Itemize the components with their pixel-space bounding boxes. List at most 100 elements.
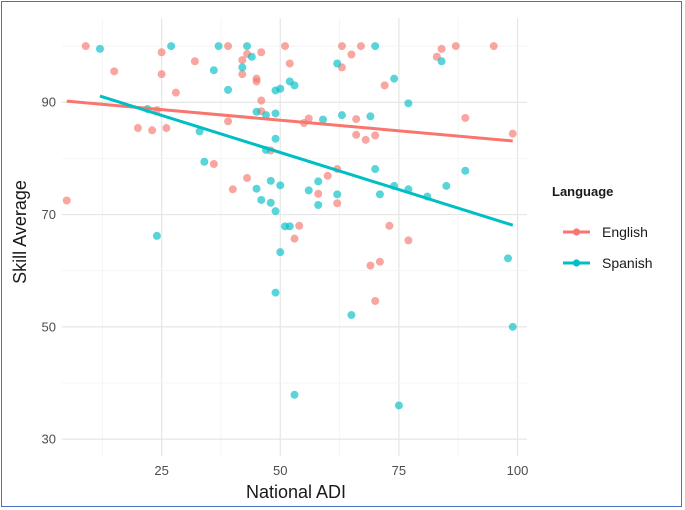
english-point xyxy=(352,115,361,124)
english-point xyxy=(385,221,394,230)
spanish-point xyxy=(390,74,399,83)
english-point xyxy=(461,113,470,122)
spanish-point xyxy=(333,190,342,199)
english-point xyxy=(285,59,294,68)
y-axis-title: Skill Average xyxy=(10,180,30,284)
spanish-point xyxy=(257,195,266,204)
x-tick-label: 100 xyxy=(507,463,529,478)
english-point xyxy=(243,174,252,183)
y-tick-label: 30 xyxy=(42,432,56,447)
spanish-point xyxy=(266,198,275,207)
spanish-point xyxy=(290,81,299,90)
english-point xyxy=(508,129,517,138)
spanish-point xyxy=(366,112,375,121)
legend: Language English Spanish xyxy=(552,184,653,271)
english-point xyxy=(304,114,313,123)
english-point xyxy=(361,135,370,144)
spanish-point xyxy=(371,165,380,174)
spanish-legend-dot xyxy=(572,259,581,267)
spanish-point xyxy=(271,109,280,118)
english-point xyxy=(451,42,460,51)
spanish-point xyxy=(375,190,384,199)
spanish-point xyxy=(252,184,261,193)
x-tick-labels: 25 50 75 100 xyxy=(154,463,528,478)
spanish-point xyxy=(195,127,204,136)
english-point xyxy=(171,88,180,97)
english-point xyxy=(252,74,261,83)
english-point xyxy=(110,67,119,76)
english-point xyxy=(238,70,247,79)
english-point xyxy=(295,221,304,230)
spanish-point xyxy=(504,254,513,263)
english-point xyxy=(380,81,389,90)
english-point xyxy=(224,42,233,51)
english-point xyxy=(190,57,199,66)
y-tick-label: 90 xyxy=(42,95,56,110)
spanish-point xyxy=(347,311,356,320)
legend-title: Language xyxy=(552,184,613,199)
spanish-trend-line xyxy=(99,94,514,227)
english-point xyxy=(162,124,171,133)
spanish-legend-label: Spanish xyxy=(602,255,653,271)
english-point xyxy=(157,48,166,57)
english-point xyxy=(81,42,90,51)
english-point xyxy=(133,124,142,133)
spanish-point xyxy=(276,181,285,190)
spanish-point xyxy=(276,84,285,93)
english-point xyxy=(224,117,233,126)
spanish-point xyxy=(243,42,252,51)
y-tick-label: 50 xyxy=(42,319,56,334)
english-point xyxy=(62,196,71,205)
spanish-point xyxy=(252,107,261,116)
trend-lines xyxy=(66,94,514,227)
english-point xyxy=(314,189,323,198)
spanish-point xyxy=(285,222,294,231)
spanish-point xyxy=(290,390,299,399)
spanish-point xyxy=(224,85,233,94)
english-point xyxy=(356,42,365,51)
spanish-point xyxy=(276,248,285,257)
spanish-point xyxy=(314,200,323,209)
spanish-point xyxy=(404,99,413,108)
spanish-point xyxy=(333,59,342,68)
english-point xyxy=(333,199,342,208)
english-point xyxy=(404,236,413,245)
english-point xyxy=(290,234,299,243)
y-tick-labels: 30 50 70 90 xyxy=(42,95,56,447)
english-point xyxy=(366,261,375,270)
spanish-point xyxy=(238,63,247,72)
english-point xyxy=(157,70,166,79)
spanish-point xyxy=(200,157,209,166)
spanish-point xyxy=(167,42,176,51)
y-tick-label: 70 xyxy=(42,207,56,222)
english-point xyxy=(437,44,446,53)
spanish-point xyxy=(442,181,451,190)
spanish-point xyxy=(437,57,446,66)
english-point xyxy=(281,42,290,51)
spanish-point xyxy=(214,42,223,51)
spanish-point xyxy=(266,176,275,185)
english-point xyxy=(375,257,384,266)
english-point xyxy=(148,126,157,135)
english-point xyxy=(489,42,498,51)
spanish-point xyxy=(304,186,313,195)
spanish-point xyxy=(314,177,323,186)
spanish-point xyxy=(262,111,271,120)
spanish-point xyxy=(337,111,346,120)
x-tick-label: 50 xyxy=(273,463,287,478)
spanish-point xyxy=(318,115,327,124)
english-point xyxy=(323,171,332,180)
spanish-point xyxy=(152,231,161,240)
english-point xyxy=(257,96,266,105)
data-points xyxy=(62,42,517,410)
spanish-point xyxy=(394,401,403,410)
english-point xyxy=(238,56,247,65)
spanish-point xyxy=(271,288,280,297)
english-point xyxy=(352,130,361,139)
english-point xyxy=(337,42,346,51)
x-tick-label: 25 xyxy=(154,463,168,478)
spanish-point xyxy=(247,52,256,61)
x-tick-label: 75 xyxy=(392,463,406,478)
